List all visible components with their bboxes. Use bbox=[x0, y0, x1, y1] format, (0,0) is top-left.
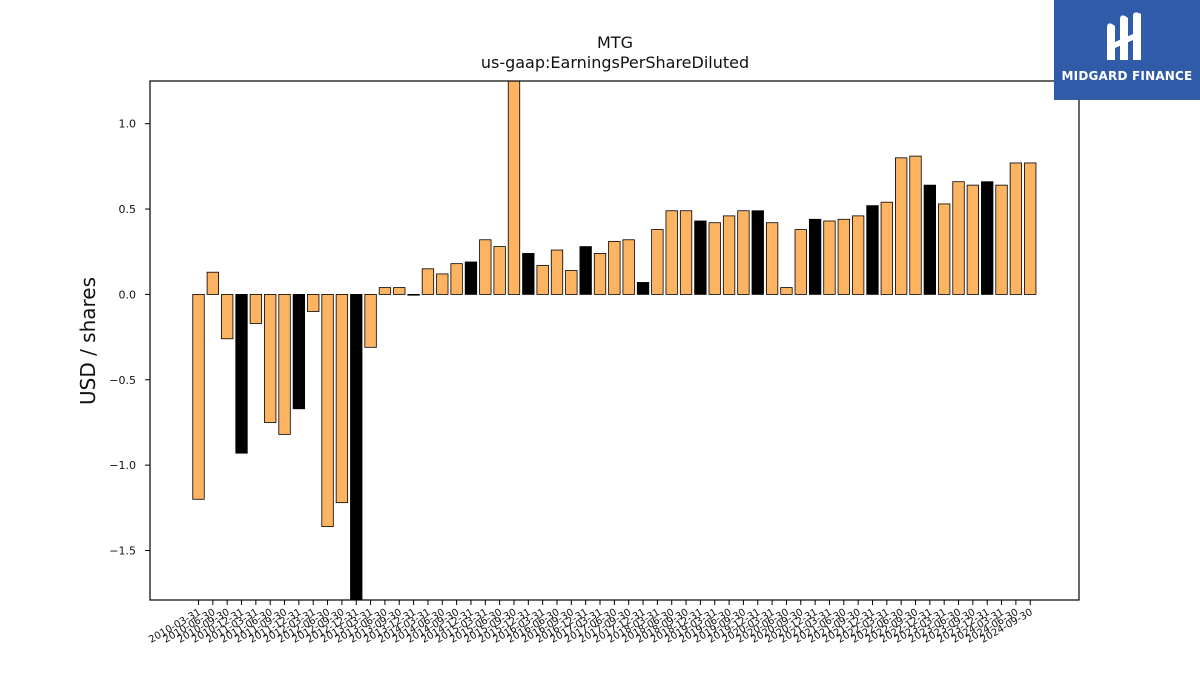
bar-2013-03-31 bbox=[364, 293, 377, 348]
bar-2020-09-30 bbox=[794, 229, 807, 295]
bars-layer bbox=[192, 80, 1037, 601]
bar-2021-06-30 bbox=[837, 218, 850, 295]
bar-2016-03-31 bbox=[536, 264, 549, 295]
bar-2021-12-31 bbox=[866, 205, 879, 295]
bar-2014-06-30 bbox=[436, 273, 449, 295]
bar-2022-03-31 bbox=[880, 201, 893, 295]
x-axis-ticks: 2010-03-312010-06-302010-09-302010-12-31… bbox=[147, 600, 1035, 646]
bar-2010-09-30 bbox=[221, 293, 234, 340]
bar-2021-03-31 bbox=[823, 220, 836, 295]
y-tick-label: −1.5 bbox=[109, 544, 136, 557]
bar-2023-06-30 bbox=[952, 181, 965, 295]
y-axis-label: USD / shares bbox=[76, 277, 100, 405]
bar-2013-06-30 bbox=[378, 287, 392, 295]
bar-2018-09-30 bbox=[679, 210, 693, 295]
bar-2012-09-30 bbox=[335, 293, 349, 504]
bar-2010-03-31 bbox=[192, 293, 205, 500]
bar-2017-09-30 bbox=[622, 239, 635, 295]
chart-subtitle: us-gaap:EarningsPerShareDiluted bbox=[481, 53, 749, 72]
bar-2015-09-30 bbox=[507, 80, 521, 295]
bar-2023-12-31 bbox=[981, 181, 994, 295]
bar-2013-09-30 bbox=[393, 287, 406, 295]
y-tick-label: −1.0 bbox=[109, 459, 136, 472]
bar-2018-03-31 bbox=[651, 229, 664, 295]
logo-text: MIDGARD FINANCE bbox=[1061, 69, 1193, 83]
bar-2010-06-30 bbox=[206, 271, 219, 295]
midgard-logo-icon bbox=[1107, 12, 1141, 60]
bar-2022-12-31 bbox=[923, 184, 936, 295]
bar-2014-03-31 bbox=[421, 268, 435, 295]
bar-2018-12-31 bbox=[694, 220, 707, 295]
bar-2020-03-31 bbox=[765, 222, 779, 295]
bar-2015-12-31 bbox=[522, 253, 535, 295]
plot-frame bbox=[149, 80, 1080, 601]
bar-2014-12-31 bbox=[464, 261, 478, 295]
bar-2022-06-30 bbox=[895, 157, 908, 295]
bar-2012-03-31 bbox=[307, 293, 320, 312]
bar-2024-06-30 bbox=[1009, 162, 1023, 295]
bar-2013-12-31 bbox=[407, 293, 420, 296]
y-tick-label: 0.0 bbox=[119, 288, 137, 301]
bar-2015-03-31 bbox=[479, 239, 492, 295]
bar-2011-12-31 bbox=[292, 293, 306, 410]
bar-2018-06-30 bbox=[665, 210, 678, 295]
bar-2023-03-31 bbox=[938, 203, 951, 295]
bar-2016-12-31 bbox=[579, 246, 592, 295]
bar-2023-09-30 bbox=[966, 184, 980, 295]
y-tick-label: 1.0 bbox=[119, 118, 137, 131]
y-tick-label: 0.5 bbox=[119, 203, 137, 216]
chart-title: MTG bbox=[597, 33, 633, 52]
bar-2017-03-31 bbox=[593, 253, 607, 295]
bar-2019-12-31 bbox=[751, 210, 764, 295]
bar-2019-06-30 bbox=[722, 215, 736, 295]
bar-2010-12-31 bbox=[235, 293, 248, 454]
bar-2019-03-31 bbox=[708, 222, 721, 295]
bar-2012-06-30 bbox=[321, 293, 334, 527]
midgard-finance-logo: MIDGARD FINANCE bbox=[1054, 0, 1200, 100]
bar-2024-09-30 bbox=[1024, 162, 1037, 295]
bar-2024-03-31 bbox=[995, 184, 1008, 295]
bar-2015-06-30 bbox=[493, 246, 506, 295]
bar-2014-09-30 bbox=[450, 263, 463, 295]
bar-2011-09-30 bbox=[278, 293, 291, 435]
bar-2020-12-31 bbox=[808, 218, 822, 295]
bar-2011-06-30 bbox=[264, 293, 277, 423]
bar-2021-09-30 bbox=[851, 215, 865, 295]
bar-2016-06-30 bbox=[550, 249, 564, 295]
bar-2012-12-31 bbox=[350, 293, 363, 601]
bar-2020-06-30 bbox=[780, 287, 793, 295]
bar-2022-09-30 bbox=[909, 155, 922, 295]
bar-2017-06-30 bbox=[608, 241, 621, 295]
bar-2016-09-30 bbox=[565, 270, 578, 295]
y-axis-ticks: −1.5 −1.0 −0.5 0.0 0.5 1.0 bbox=[109, 118, 150, 557]
bar-2011-03-31 bbox=[249, 293, 263, 324]
bar-2017-12-31 bbox=[636, 282, 650, 295]
bar-2019-09-30 bbox=[737, 210, 750, 295]
y-tick-label: −0.5 bbox=[109, 374, 136, 387]
